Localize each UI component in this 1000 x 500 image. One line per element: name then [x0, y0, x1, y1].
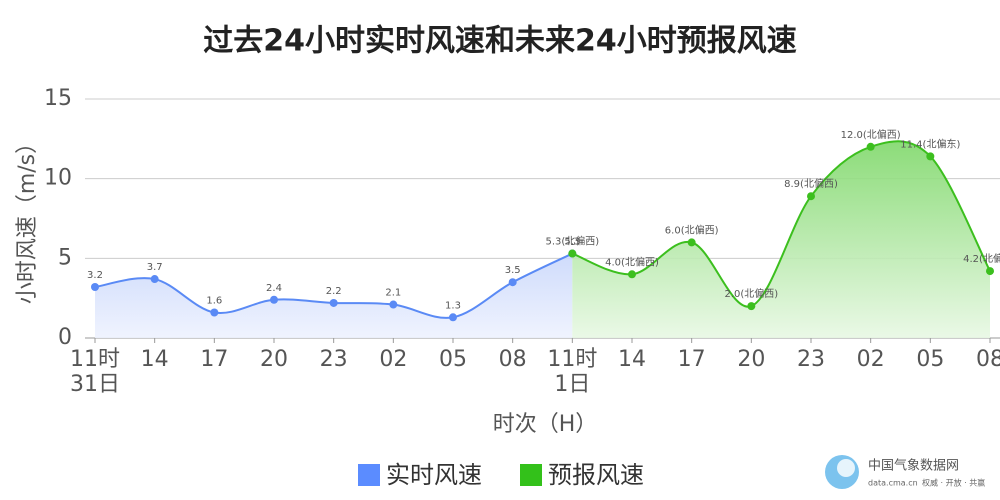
legend-swatch — [358, 464, 380, 486]
data-label: 2.2 — [326, 286, 342, 297]
x-axis-label: 时次（H） — [493, 412, 598, 437]
data-point — [329, 298, 338, 307]
data-point — [449, 313, 457, 322]
legend-label: 实时风速 — [386, 461, 482, 489]
data-label: 6.0(北偏西) — [665, 223, 719, 236]
watermark-name: 中国气象数据网 — [868, 458, 959, 474]
data-point — [747, 302, 756, 311]
data-point — [568, 249, 577, 258]
x-tick-label: 1日 — [554, 372, 590, 397]
data-label: 12.0(北偏西) — [841, 128, 901, 141]
x-tick-label: 08 — [976, 347, 1000, 372]
x-tick-label: 31日 — [70, 372, 120, 397]
x-tick-label: 23 — [320, 347, 348, 372]
data-point — [389, 300, 398, 309]
legend-label: 预报风速 — [548, 461, 644, 489]
chart-title: 过去24小时实时风速和未来24小时预报风速 — [203, 24, 797, 59]
data-label: 4.2(北偏东) — [963, 252, 1000, 265]
x-tick-label: 23 — [797, 347, 825, 372]
data-point — [687, 238, 696, 247]
legend-swatch — [520, 464, 542, 486]
x-tick-label: 02 — [379, 347, 407, 372]
data-label: 5.3(北偏西) — [545, 235, 599, 248]
area — [95, 253, 573, 338]
data-point — [210, 308, 219, 317]
data-point — [986, 267, 994, 276]
x-tick-label: 14 — [141, 347, 169, 372]
x-tick-label: 17 — [678, 347, 706, 372]
data-label: 4.0(北偏西) — [605, 255, 659, 268]
data-label: 3.7 — [147, 262, 163, 273]
data-label: 8.9(北偏西) — [784, 177, 838, 190]
data-point — [150, 275, 159, 284]
data-label: 2.1 — [385, 288, 401, 299]
data-point — [926, 152, 935, 161]
x-tick-label: 02 — [857, 347, 885, 372]
x-tick-label: 11时 — [70, 347, 120, 372]
x-tick-label: 05 — [916, 347, 944, 372]
watermark-url: data.cma.cn — [868, 479, 918, 488]
data-label: 1.3 — [445, 300, 461, 311]
data-label: 2.0(北偏西) — [724, 287, 778, 300]
x-tick-label: 08 — [499, 347, 527, 372]
data-label: 3.2 — [87, 270, 103, 281]
data-point — [628, 270, 636, 279]
x-tick-label: 11时 — [547, 347, 597, 372]
data-label: 5.3 — [564, 237, 580, 248]
y-tick-label: 15 — [44, 86, 72, 111]
data-point — [866, 142, 875, 151]
data-label: 3.5 — [505, 265, 521, 276]
x-tick-label: 17 — [200, 347, 228, 372]
x-tick-label: 20 — [260, 347, 288, 372]
data-label: 1.6 — [206, 296, 222, 307]
logo-icon — [837, 459, 855, 477]
area — [572, 141, 990, 338]
data-point — [807, 192, 815, 201]
y-tick-label: 0 — [58, 325, 72, 350]
data-point — [508, 278, 517, 287]
data-label: 2.4 — [266, 283, 282, 294]
watermark: 中国气象数据网 data.cma.cn 权威 · 开放 · 共赢 — [825, 455, 985, 489]
x-tick-label: 20 — [737, 347, 765, 372]
data-point — [91, 283, 99, 292]
y-tick-label: 5 — [58, 245, 72, 270]
x-tick-label: 05 — [439, 347, 467, 372]
data-label: 11.4(北偏东) — [900, 137, 960, 150]
y-tick-label: 10 — [44, 166, 72, 191]
x-tick-label: 14 — [618, 347, 646, 372]
y-axis-label: 小时风速（m/s） — [15, 132, 40, 304]
data-point — [270, 295, 278, 304]
watermark-slogan: 权威 · 开放 · 共赢 — [922, 478, 985, 488]
